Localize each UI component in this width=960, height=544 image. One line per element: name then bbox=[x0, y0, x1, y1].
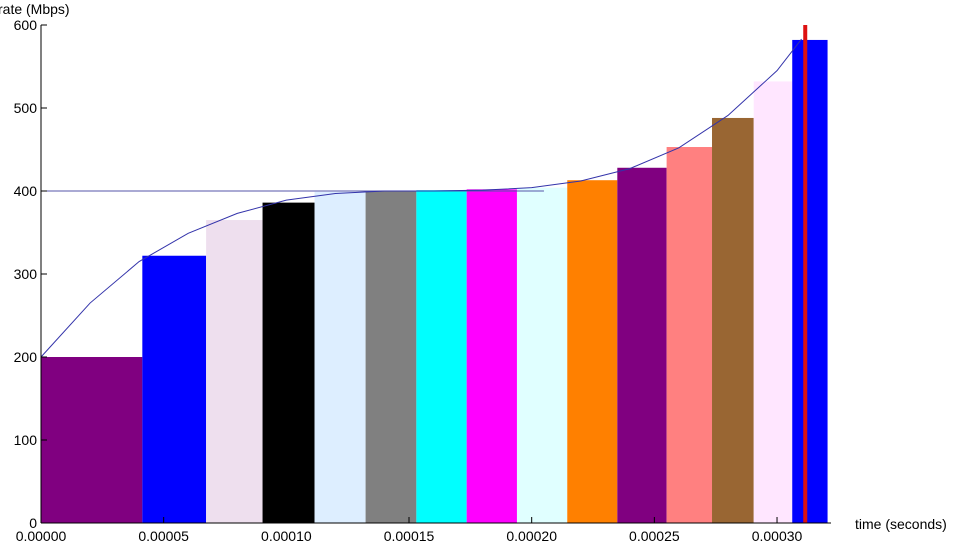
bar-7 bbox=[416, 190, 467, 524]
bar-4 bbox=[262, 202, 315, 523]
bar-15 bbox=[792, 39, 828, 523]
bar-11 bbox=[617, 167, 667, 523]
y-axis-label: rate (Mbps) bbox=[0, 1, 70, 17]
bar-5 bbox=[314, 191, 366, 523]
y-ticks: 0 100 200 300 400 500 600 bbox=[14, 17, 47, 531]
y-tick-label: 0 bbox=[29, 515, 37, 531]
bar-8 bbox=[466, 189, 517, 523]
x-tick-label: 0.00015 bbox=[384, 528, 435, 544]
x-tick-label: 0.00020 bbox=[506, 528, 557, 544]
x-axis-label: time (seconds) bbox=[855, 516, 947, 532]
rate-curve bbox=[40, 38, 802, 358]
x-tick-label: 0.00005 bbox=[138, 528, 189, 544]
axes-group: 0.00000 0.00005 0.00010 0.00015 0.00020 0.000… bbox=[14, 17, 831, 544]
bars-group bbox=[41, 39, 828, 524]
y-tick-label: 100 bbox=[14, 432, 38, 448]
bar-3 bbox=[206, 220, 263, 524]
x-tick-label: 0.00000 bbox=[16, 528, 67, 544]
bar-10 bbox=[567, 180, 618, 523]
curve-group bbox=[40, 25, 808, 523]
bar-2 bbox=[142, 255, 207, 524]
y-tick-label: 300 bbox=[14, 266, 38, 282]
x-tick-label: 0.00010 bbox=[261, 528, 312, 544]
bar-1 bbox=[41, 357, 143, 523]
bar-9 bbox=[516, 187, 568, 523]
bar-13 bbox=[712, 117, 754, 524]
y-tick-label: 500 bbox=[14, 100, 38, 116]
bar-6 bbox=[365, 191, 417, 523]
bar-12 bbox=[666, 147, 713, 523]
y-tick-label: 600 bbox=[14, 17, 38, 33]
bar-14 bbox=[753, 81, 793, 523]
x-tick-label: 0.00025 bbox=[629, 528, 680, 544]
y-tick-label: 200 bbox=[14, 349, 38, 365]
y-tick-label: 400 bbox=[14, 183, 38, 199]
x-tick-label: 0.00030 bbox=[752, 528, 803, 544]
x-ticks: 0.00000 0.00005 0.00010 0.00015 0.00020 0.000… bbox=[16, 517, 803, 544]
